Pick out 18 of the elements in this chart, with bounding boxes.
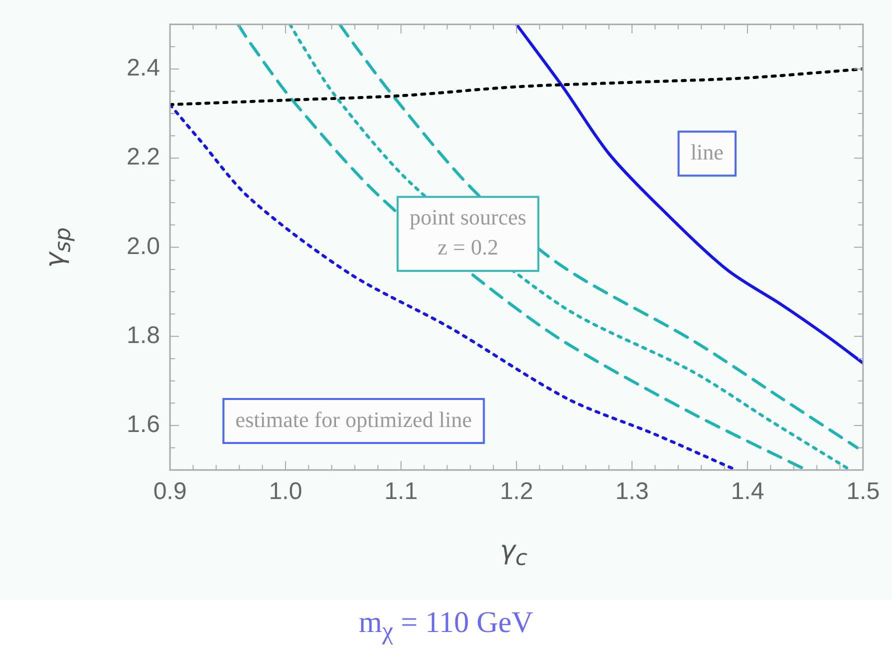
y-tick-label: 2.2	[126, 144, 160, 171]
annotation: estimate for optimized line	[235, 406, 472, 432]
x-axis-title: γ$_{c}$	[500, 536, 528, 572]
x-tick-label: 1.0	[268, 478, 302, 506]
annotation: point sources z = 0.2	[410, 204, 526, 260]
y-tick-label: 1.8	[126, 322, 160, 349]
text: m$_{χ}$ = 110 GeV	[358, 606, 534, 646]
x-tick-label: 0.9	[153, 478, 187, 506]
x-tick-label: 1.4	[730, 478, 764, 506]
y-tick-label: 1.6	[126, 411, 160, 438]
x-tick-label: 1.2	[500, 478, 534, 506]
annotation: line	[690, 139, 724, 164]
line-series	[170, 67, 863, 106]
x-tick-label: 1.5	[846, 478, 880, 506]
y-tick-label: 2.0	[126, 232, 160, 260]
x-tick-label: 1.3	[615, 478, 649, 506]
x-tick-label: 1.1	[384, 478, 418, 506]
y-tick-label: 2.4	[126, 54, 160, 82]
